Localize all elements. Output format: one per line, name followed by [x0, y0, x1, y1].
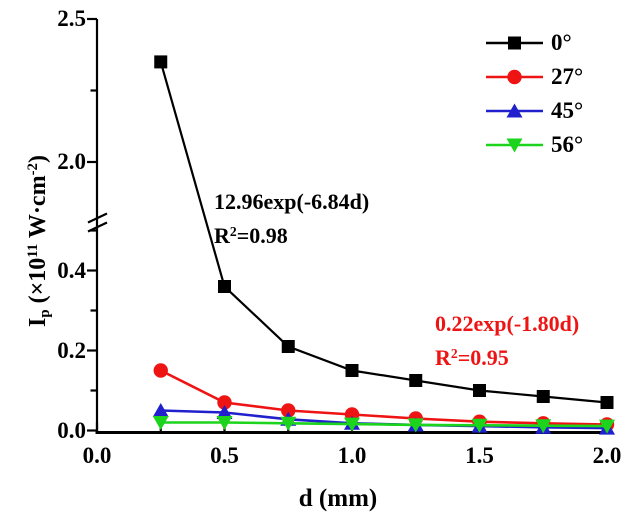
triangle-up-marker-45°-1: [216, 405, 233, 419]
triangle-up-marker-legend-45°: [506, 103, 523, 118]
y-axis-title-part: 11: [24, 243, 41, 258]
y-tick-label-0.4: 0.4: [57, 257, 86, 283]
triangle-down-marker-56°-4: [407, 418, 424, 433]
square-marker-0°-1: [218, 280, 231, 293]
y-axis-title-part: ): [25, 155, 51, 164]
square-marker-0°-2: [281, 340, 295, 353]
square-marker-0°-3: [345, 364, 359, 377]
legend-label-27°: 27°: [551, 64, 584, 89]
y-tick-label-2.5: 2.5: [57, 6, 86, 31]
square-marker-0°-4: [409, 374, 423, 387]
circle-marker-27°-2: [281, 403, 296, 418]
y-axis-title-part: W·cm: [25, 175, 51, 244]
y-tick-label-0.0: 0.0: [57, 417, 86, 443]
triangle-down-marker-56°-1: [216, 416, 233, 430]
fit-annotation-0deg: 12.96exp(-6.84d) R2=0.98: [214, 185, 369, 256]
fit-r-squared-0deg: R2=0.98: [214, 223, 288, 248]
series-line-0°: [159, 61, 608, 404]
series-line-56°: [160, 421, 608, 428]
circle-marker-27°-1: [217, 395, 232, 410]
fit-annotation-27deg: 0.22exp(-1.80d) R2=0.95: [435, 307, 579, 378]
x-tick-label-0.0: 0.0: [82, 443, 112, 468]
triangle-down-marker-56°-7: [599, 419, 615, 434]
square-marker-0°-6: [536, 390, 550, 403]
axis-break-slash: [87, 212, 108, 224]
square-marker-0°-0: [154, 55, 168, 69]
legend-label-45°: 45°: [551, 98, 584, 123]
square-marker-0°-5: [473, 384, 486, 397]
y-axis-title: Ip (×1011 W·cm-2): [25, 71, 55, 411]
y-axis-title-part: -2: [24, 163, 41, 176]
x-tick-label-0.5: 0.5: [210, 443, 239, 468]
triangle-down-marker-legend-56°: [506, 138, 523, 153]
circle-marker-27°-0: [153, 363, 168, 378]
triangle-down-marker-56°-6: [535, 419, 552, 434]
circle-marker-legend-27°: [507, 69, 522, 85]
y-tick-label-0.2: 0.2: [57, 337, 86, 363]
fit-equation-0deg: 12.96exp(-6.84d): [214, 189, 370, 214]
x-axis-title: d (mm): [298, 485, 378, 512]
y-axis-title-part: I: [25, 317, 51, 327]
x-tick-label-1.0: 1.0: [337, 443, 367, 468]
triangle-down-marker-56°-5: [471, 418, 488, 433]
fit-equation-27deg: 0.22exp(-1.80d): [435, 311, 580, 336]
axis-break-slash: [87, 221, 108, 233]
x-tick-label-1.5: 1.5: [465, 443, 494, 468]
y-axis-title-part: (×10: [25, 257, 51, 310]
triangle-down-marker-56°-3: [344, 417, 360, 432]
y-axis-title-part: p: [37, 309, 54, 318]
triangle-down-marker-56°-2: [280, 416, 297, 431]
legend-label-56°: 56°: [551, 132, 584, 157]
x-tick-label-2.0: 2.0: [592, 443, 622, 468]
legend-label-0°: 0°: [551, 30, 572, 55]
square-marker-legend-0°: [508, 36, 521, 50]
fit-r-squared-27deg: R2=0.95: [435, 345, 509, 370]
y-tick-label-2.0: 2.0: [57, 149, 86, 174]
triangle-down-marker-56°-0: [152, 416, 169, 430]
square-marker-0°-7: [600, 396, 614, 409]
triangle-up-marker-45°-0: [152, 403, 169, 417]
series-line-27°: [160, 369, 608, 426]
